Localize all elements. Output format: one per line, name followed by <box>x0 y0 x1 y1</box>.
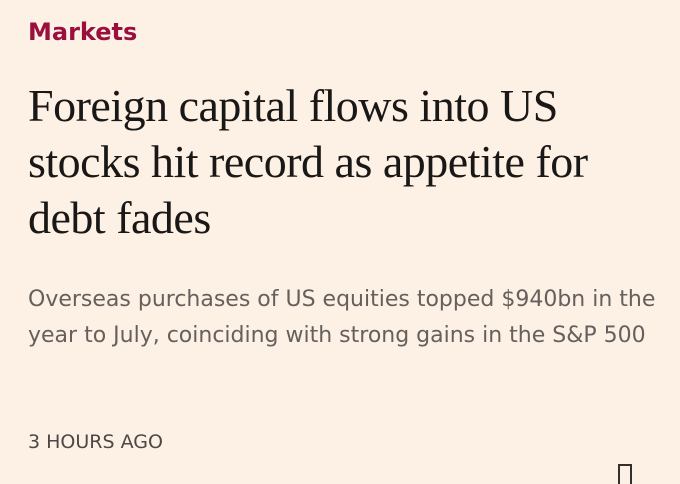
standfirst: Overseas purchases of US equities topped… <box>28 287 656 348</box>
timestamp: 3 HOURS AGO <box>28 431 163 453</box>
headline[interactable]: Foreign capital flows into US stocks hit… <box>28 80 588 243</box>
section-link[interactable]: Markets <box>28 18 138 46</box>
save-icon[interactable] <box>618 464 632 484</box>
